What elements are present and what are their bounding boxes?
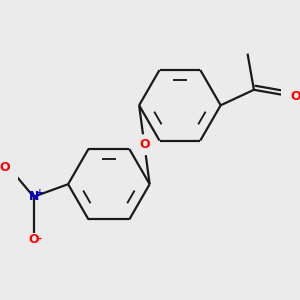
Text: N: N [28,190,39,203]
Text: O: O [0,161,10,174]
Text: O: O [290,90,300,103]
Text: O: O [139,138,150,151]
Text: +: + [36,188,43,196]
Text: O: O [28,233,39,246]
Text: -: - [38,234,41,244]
